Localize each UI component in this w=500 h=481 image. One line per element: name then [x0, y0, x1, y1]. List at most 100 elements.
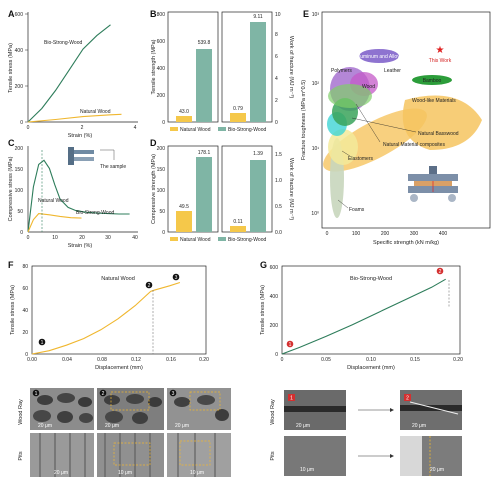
c-sample-label: The sample: [100, 164, 126, 170]
panel-label-b: B: [150, 9, 157, 19]
c-xlabel: Strain (%): [68, 243, 93, 249]
d-left-frame: [167, 145, 219, 233]
e-xtick-0: 0: [326, 231, 329, 237]
e-label-this-work: This Work: [429, 58, 452, 64]
a-xtick-2: 4: [134, 125, 137, 131]
d-value-3: 0.11: [233, 219, 243, 225]
d-ytick-3: 150: [157, 167, 166, 173]
panel-label-g: G: [260, 260, 267, 270]
panel-label-d: D: [150, 138, 157, 148]
c-ylabel: Compressive stress (MPa): [8, 156, 14, 221]
c-xtick-2: 20: [79, 235, 85, 241]
d-ylabel: Compressive strength (MPa): [151, 154, 157, 224]
g-marker-1-label: 1: [289, 342, 292, 348]
b-y2tick-0: 0: [275, 120, 278, 126]
a-natural-curve: [27, 113, 122, 123]
sem-f-scale-1: 20 μm: [38, 423, 52, 429]
b-ytick-0: 0: [162, 120, 165, 126]
d-legend-bio-swatch: [218, 237, 226, 241]
a-ytick-0: 0: [20, 120, 23, 126]
c-ytick-4: 200: [15, 146, 24, 152]
d-y2tick-3: 1.5: [275, 152, 282, 158]
b-value-1: 43.0: [179, 109, 189, 115]
g-frame: [281, 265, 461, 355]
d-value-4: 1.39: [253, 151, 263, 157]
f-ytick-3: 60: [22, 286, 28, 292]
c-bio-label: Bio-Strong-Wood: [76, 210, 114, 216]
sem-f-badge-3: 3: [172, 391, 175, 397]
f-marker-1-label: 1: [41, 340, 44, 346]
f-ytick-4: 80: [22, 264, 28, 270]
e-ylabel: Fracture toughness (MPa m^0.5): [301, 80, 307, 160]
f-title: Natural Wood: [101, 276, 135, 282]
f-marker-1: [38, 338, 46, 346]
b-bar-bio-strength: [196, 49, 212, 122]
c-sample-inset: The sample: [68, 147, 126, 170]
c-xtick-1: 10: [52, 235, 58, 241]
a-xtick-0: 0: [27, 125, 30, 131]
e-region-aluminum: [359, 49, 399, 63]
f-xtick-4: 0.16: [166, 357, 176, 363]
e-xtick-3: 300: [410, 231, 419, 237]
d-legend-natural: Natural Wood: [180, 237, 211, 243]
d-y2tick-0: 0.0: [275, 230, 282, 236]
panel-label-e: E: [303, 9, 309, 19]
sem-g-scale-3: 10 μm: [300, 467, 314, 473]
sem-g-scale-1: 20 μm: [296, 423, 310, 429]
e-label-polymers: Polymers: [331, 68, 352, 74]
f-xtick-0: 0.00: [27, 357, 37, 363]
f-ytick-1: 20: [22, 330, 28, 336]
b-bar-natural-strength: [176, 116, 192, 122]
sem-g-scale-4: 20 μm: [430, 467, 444, 473]
g-xtick-2: 0.10: [366, 357, 376, 363]
e-label-wood: Wood: [362, 84, 375, 90]
e-fixture-inset: [408, 166, 458, 202]
e-xlabel: Specific strength (kN m/kg): [373, 240, 439, 246]
sem-g-badge-1: 1: [290, 396, 293, 402]
sem-g-badge-2: 2: [406, 396, 409, 402]
b-y2tick-5: 10: [275, 12, 281, 18]
a-ylabel: Tensile stress (MPa): [8, 43, 14, 93]
b-ytick-3: 600: [157, 39, 166, 45]
sem-g: Wood Ray Pits 1 20 μm 2 20 μm 10 μm 20 μ…: [270, 390, 462, 476]
panel-f: 0 20 40 60 80 0.00 0.04 0.08 0.12 0.16 0…: [10, 264, 209, 371]
e-region-elastomers: [328, 129, 358, 165]
f-xtick-5: 0.20: [199, 357, 209, 363]
sem-g-pits-1: [284, 436, 346, 476]
g-curve: [281, 278, 446, 355]
sem-f-row-pits: Pits: [18, 451, 24, 460]
e-ytick-3: 10³: [312, 12, 320, 18]
e-ytick-2: 10²: [312, 81, 320, 87]
g-xtick-3: 0.15: [410, 357, 420, 363]
b-ytick-1: 200: [157, 93, 166, 99]
d-y2label: Work of fracture (MJ m⁻³): [288, 158, 294, 221]
a-bio-curve: [27, 24, 111, 123]
b-y2tick-2: 4: [275, 76, 278, 82]
f-marker-2-label: 2: [148, 283, 151, 289]
g-ytick-3: 600: [270, 265, 279, 271]
g-xtick-1: 0.05: [321, 357, 331, 363]
e-ytick-1: 10¹: [312, 146, 320, 152]
b-bar-bio-work: [250, 22, 266, 122]
g-ytick-1: 200: [270, 323, 279, 329]
f-marker-2: [145, 281, 153, 289]
a-ytick-3: 600: [15, 12, 24, 18]
c-xtick-3: 30: [105, 235, 111, 241]
b-y2label: Work of fracture (MJ m⁻³): [288, 36, 294, 99]
c-ytick-1: 50: [17, 209, 23, 215]
d-y2tick-2: 1.0: [275, 178, 282, 184]
g-title: Bio-Strong-Wood: [350, 276, 392, 282]
e-this-work-star-icon: ★: [436, 45, 445, 56]
d-value-2: 178.1: [198, 150, 211, 156]
b-legend-bio: Bio-Strong-Wood: [228, 127, 266, 133]
d-ytick-0: 0: [162, 230, 165, 236]
panel-label-a: A: [8, 9, 15, 19]
e-label-leather: Leather: [384, 68, 401, 74]
d-bar-natural-strength: [176, 211, 192, 232]
sem-f: Wood Ray Pits 1 20 μm 2 20 μm 3 20 μm 20…: [18, 388, 231, 477]
f-xtick-2: 0.08: [97, 357, 107, 363]
d-legend-natural-swatch: [170, 237, 178, 241]
sem-g-scale-2: 20 μm: [412, 423, 426, 429]
e-label-composites: Natural Material composites: [383, 142, 445, 148]
sem-f-scale-5: 10 μm: [118, 470, 132, 476]
